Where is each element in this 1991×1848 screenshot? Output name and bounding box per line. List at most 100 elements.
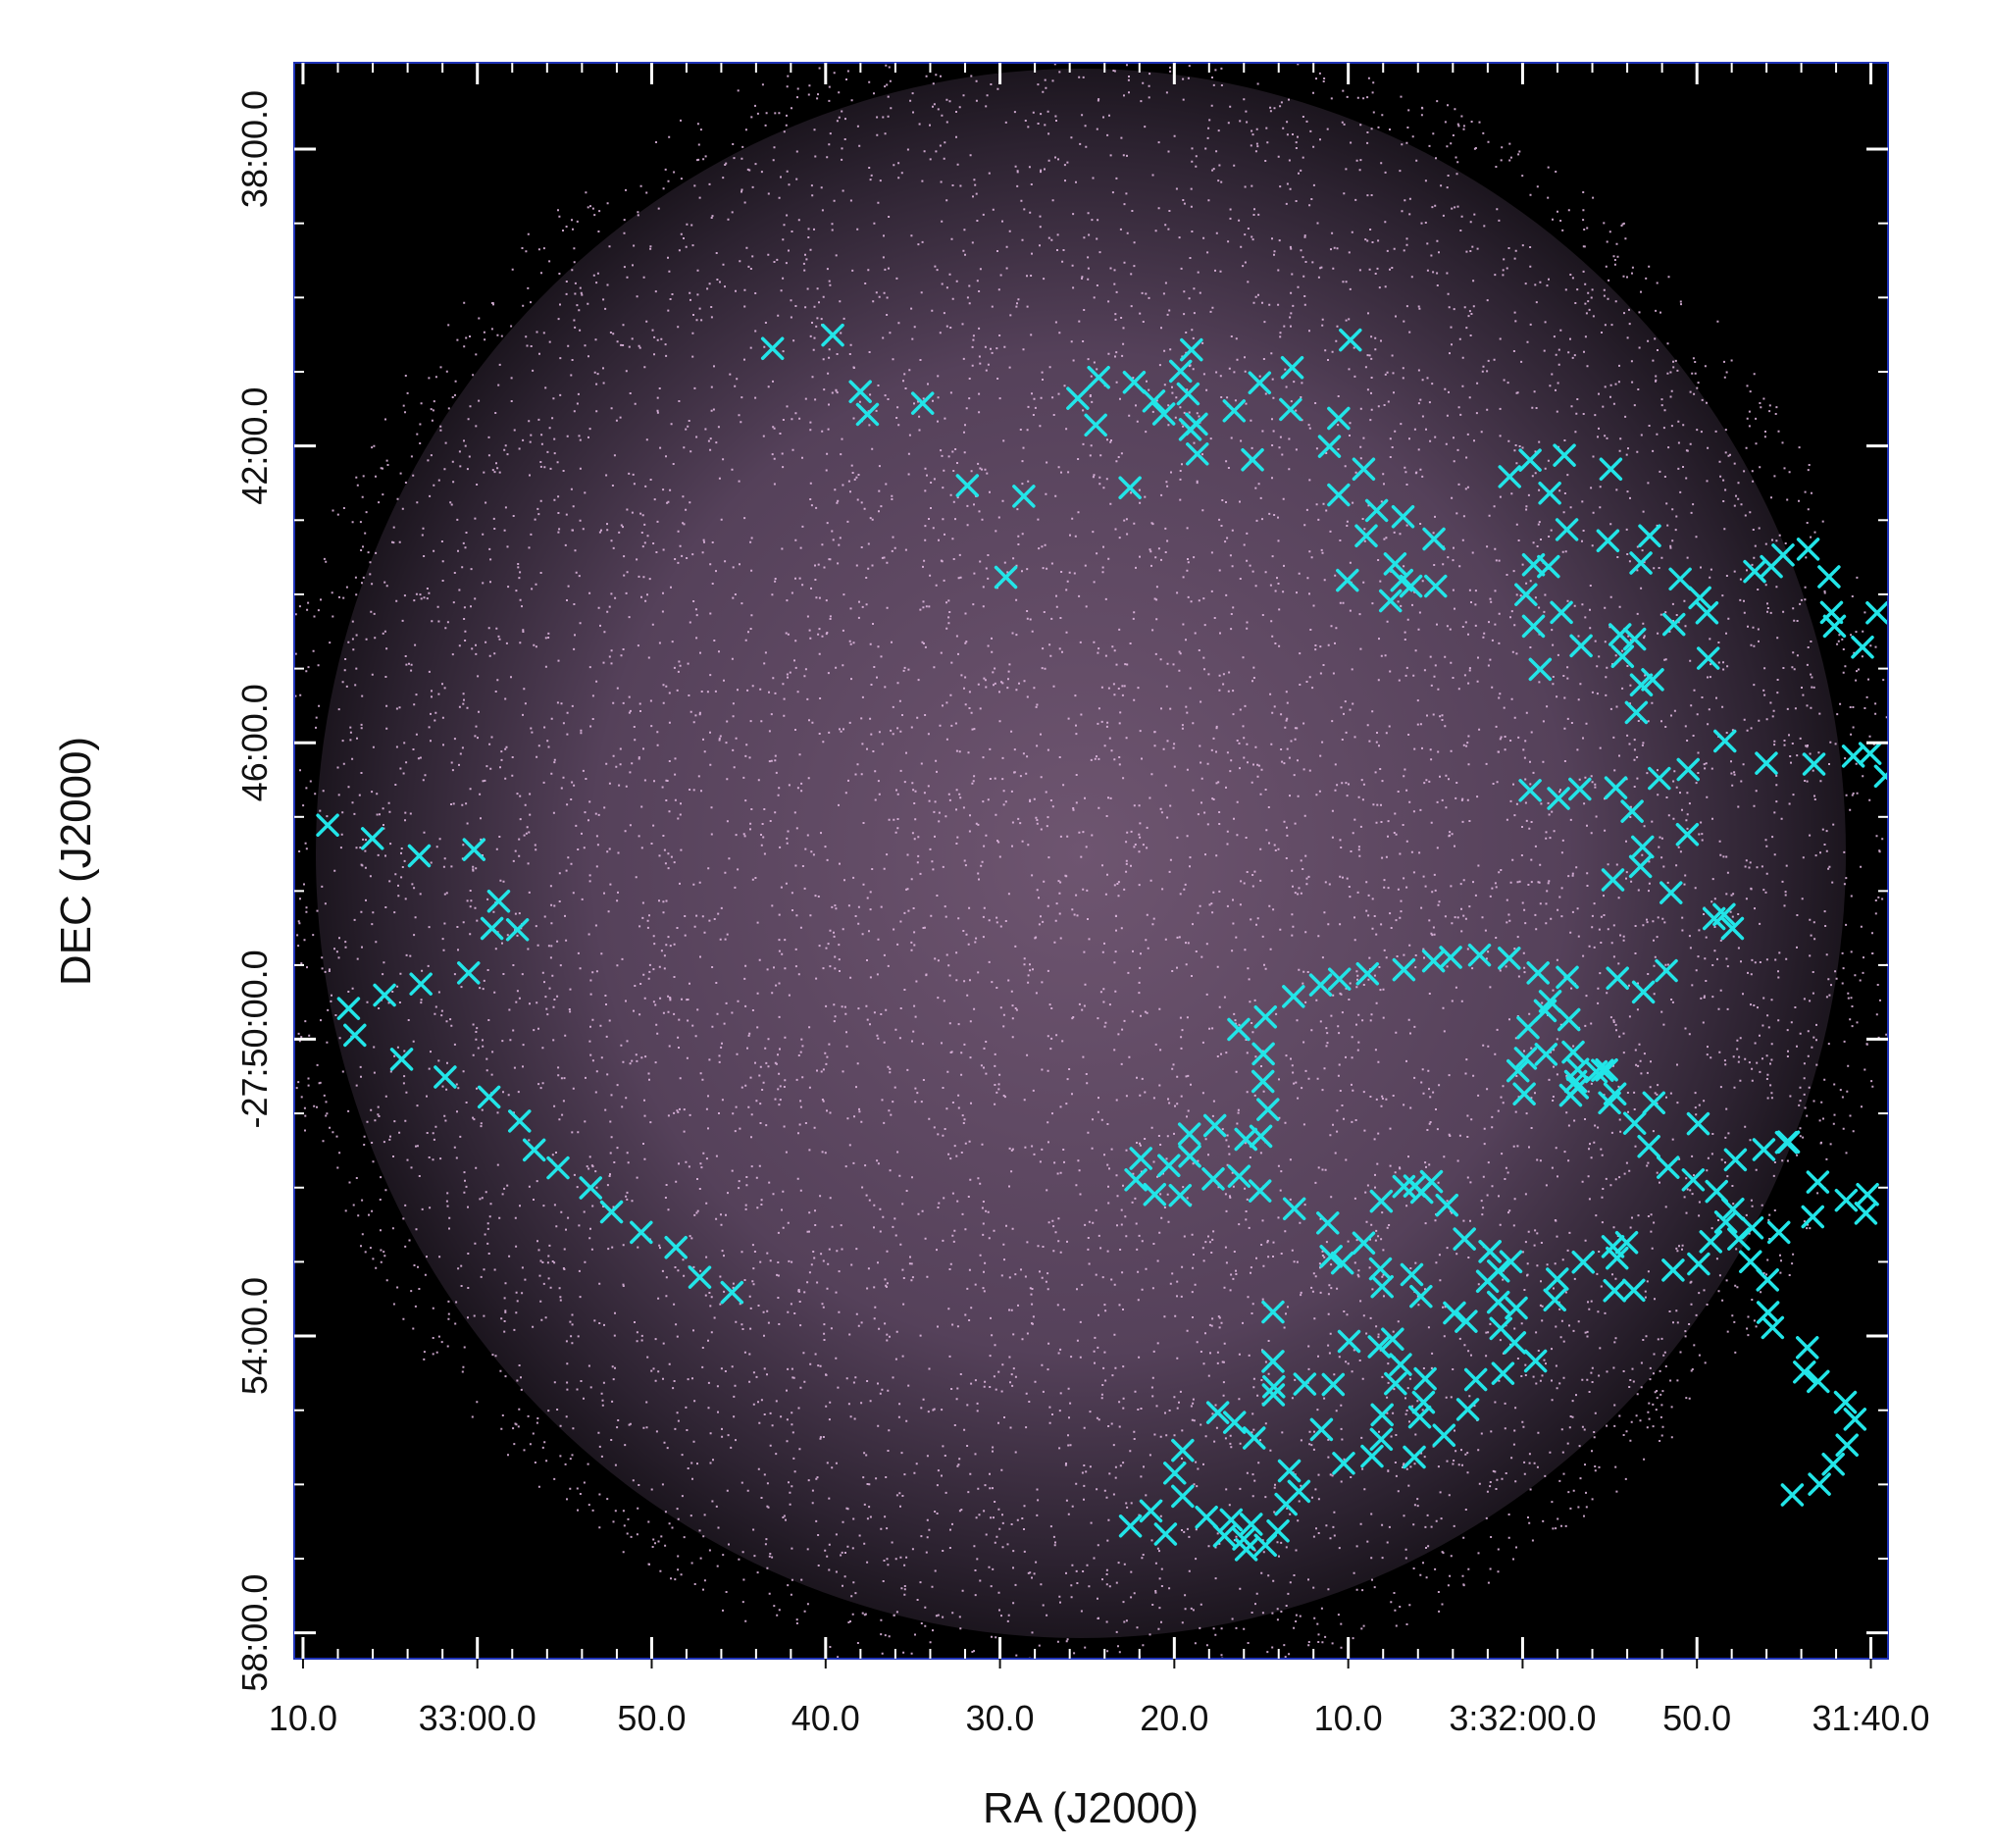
source-marker [343,1023,367,1048]
source-marker [1675,822,1700,847]
source-marker [1153,1522,1178,1546]
source-marker [1598,1091,1621,1115]
source-marker [1403,1445,1426,1469]
source-marker [1792,1360,1816,1384]
source-marker [1873,764,1888,789]
source-marker [546,1155,570,1180]
source-marker [1904,604,1923,624]
source-marker [1413,1366,1437,1391]
source-marker [1261,1350,1285,1373]
x-tick-label: 50.0 [617,1698,686,1738]
source-marker [1761,1315,1785,1340]
source-marker [1321,1372,1346,1397]
source-marker [1463,1367,1488,1392]
source-marker [1865,601,1888,625]
source-marker [1287,1479,1311,1504]
source-marker [522,1138,546,1162]
source-marker [1518,448,1542,472]
source-marker [486,890,511,913]
source-marker [1432,1423,1456,1447]
source-marker [1518,779,1542,802]
source-marker [1368,1257,1393,1281]
source-marker [1821,1452,1845,1476]
source-marker [1240,1513,1263,1536]
source-marker [1339,328,1362,352]
source-marker [1558,1083,1583,1107]
source-marker [1624,700,1649,725]
source-marker [1176,382,1200,406]
source-marker [1168,359,1193,384]
source-marker [1308,973,1333,997]
source-marker [1505,1296,1528,1320]
source-marker [1780,1483,1805,1507]
source-marker [579,1176,602,1200]
source-marker [1241,447,1264,472]
source-marker [1378,589,1403,613]
source-marker [630,1220,653,1245]
source-marker [1234,1538,1258,1562]
source-marker [1066,386,1090,410]
source-marker [1400,1262,1424,1287]
source-marker [1249,1124,1273,1149]
source-marker [1122,371,1147,394]
source-marker [1807,1369,1830,1394]
source-marker [688,1265,712,1289]
source-marker [434,1065,457,1089]
source-marker [1661,612,1686,637]
source-marker [1776,1130,1801,1154]
source-marker [1251,1042,1275,1066]
x-tick-label: 10.0 [1314,1698,1383,1738]
source-marker [1622,1278,1646,1303]
source-marker [1455,1309,1478,1333]
source-marker [508,1109,532,1133]
source-marker [1755,751,1778,775]
source-marker [1659,881,1683,904]
source-marker [1637,1135,1660,1158]
source-marker [1622,1111,1647,1135]
source-marker [1327,483,1351,507]
source-marker [1903,604,1922,624]
source-marker [1534,1043,1558,1066]
source-marker [1201,1167,1225,1191]
source-marker [1212,1524,1237,1548]
source-marker [1801,1205,1825,1229]
source-marker [1631,980,1656,1004]
source-marker [1360,1444,1384,1468]
source-marker [1266,1519,1290,1543]
source-marker [1599,457,1623,481]
source-marker [480,916,504,941]
source-marker [1142,389,1166,413]
source-marker [1280,356,1304,380]
source-marker [1157,1154,1181,1178]
source-marker [1795,1336,1819,1360]
source-marker [1512,1082,1536,1105]
source-marker [1601,1235,1625,1258]
source-marker [1336,568,1359,592]
y-tick-label: 42:00.0 [234,387,275,505]
source-marker [1327,967,1352,991]
source-marker [1367,1335,1391,1359]
source-marker [1443,1301,1466,1325]
source-marker [1251,1069,1275,1094]
source-marker [1550,600,1573,625]
source-marker [1856,1183,1879,1206]
y-tick-label: 58:00.0 [234,1574,275,1692]
source-marker [1739,1250,1762,1274]
source-marker [336,997,361,1020]
source-marker [462,838,486,861]
y-axis-label: DEC (J2000) [52,737,100,986]
source-marker [1854,1202,1878,1225]
source-marker [1354,524,1378,548]
source-marker [1087,366,1110,389]
source-marker [1806,1170,1830,1194]
source-marker [1695,601,1719,625]
source-marker [1243,1426,1266,1450]
source-marker [1253,1005,1278,1029]
source-marker [1676,757,1700,782]
source-marker [1352,1231,1376,1255]
source-marker [1543,1288,1566,1312]
source-marker [1478,1240,1502,1263]
source-marker [1557,1007,1581,1032]
source-marker [1696,646,1720,670]
